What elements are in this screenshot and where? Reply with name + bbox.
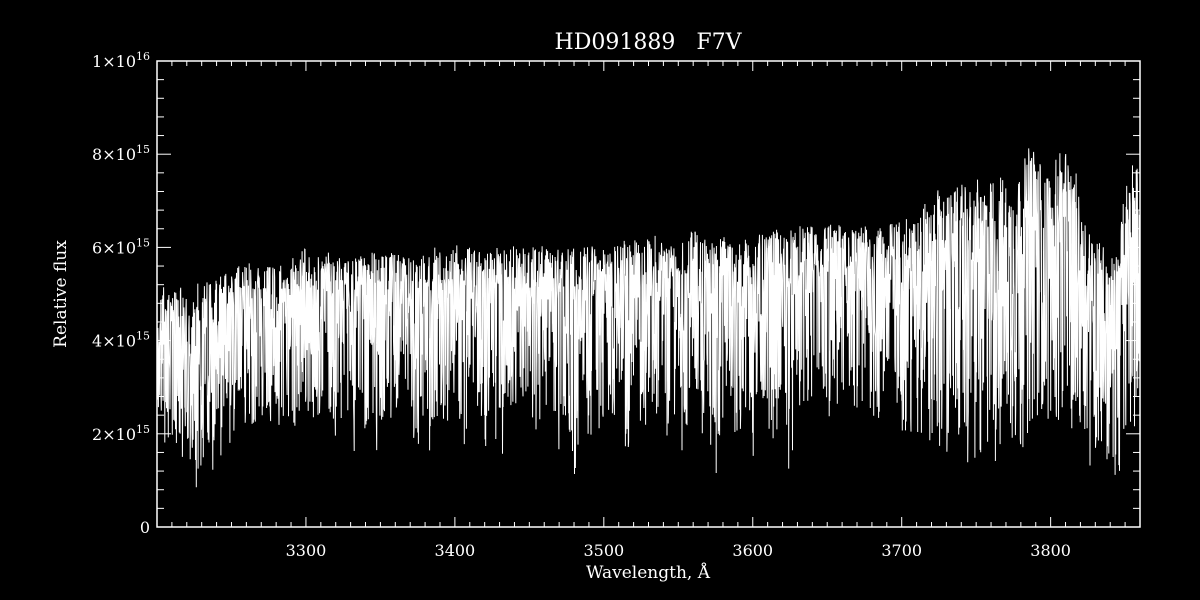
y-tick-label: 8×1015 bbox=[92, 143, 150, 164]
x-tick-label: 3400 bbox=[435, 541, 476, 560]
x-tick-label: 3700 bbox=[881, 541, 922, 560]
x-axis-label: Wavelength, Å bbox=[586, 562, 711, 583]
y-tick-label: 1×1016 bbox=[92, 50, 150, 71]
y-tick-labels: 0 2×1015 4×1015 6×1015 8×1015 1×1016 bbox=[92, 50, 150, 537]
x-tick-label: 3800 bbox=[1030, 541, 1071, 560]
y-tick-label: 4×1015 bbox=[92, 330, 150, 351]
x-tick-label: 3300 bbox=[286, 541, 327, 560]
spectrum-series bbox=[156, 148, 1141, 488]
y-tick-label: 6×1015 bbox=[92, 236, 150, 257]
x-tick-label: 3500 bbox=[583, 541, 624, 560]
y-tick-label: 0 bbox=[140, 518, 150, 537]
y-axis-label: Relative flux bbox=[51, 240, 71, 348]
y-tick-label: 2×1015 bbox=[92, 423, 150, 444]
x-tick-labels: 3300 3400 3500 3600 3700 3800 bbox=[286, 541, 1071, 560]
chart-title: HD091889 F7V bbox=[555, 30, 743, 55]
spectrum-line bbox=[156, 148, 1141, 488]
axis-ticks bbox=[156, 60, 1141, 528]
x-tick-label: 3600 bbox=[732, 541, 773, 560]
